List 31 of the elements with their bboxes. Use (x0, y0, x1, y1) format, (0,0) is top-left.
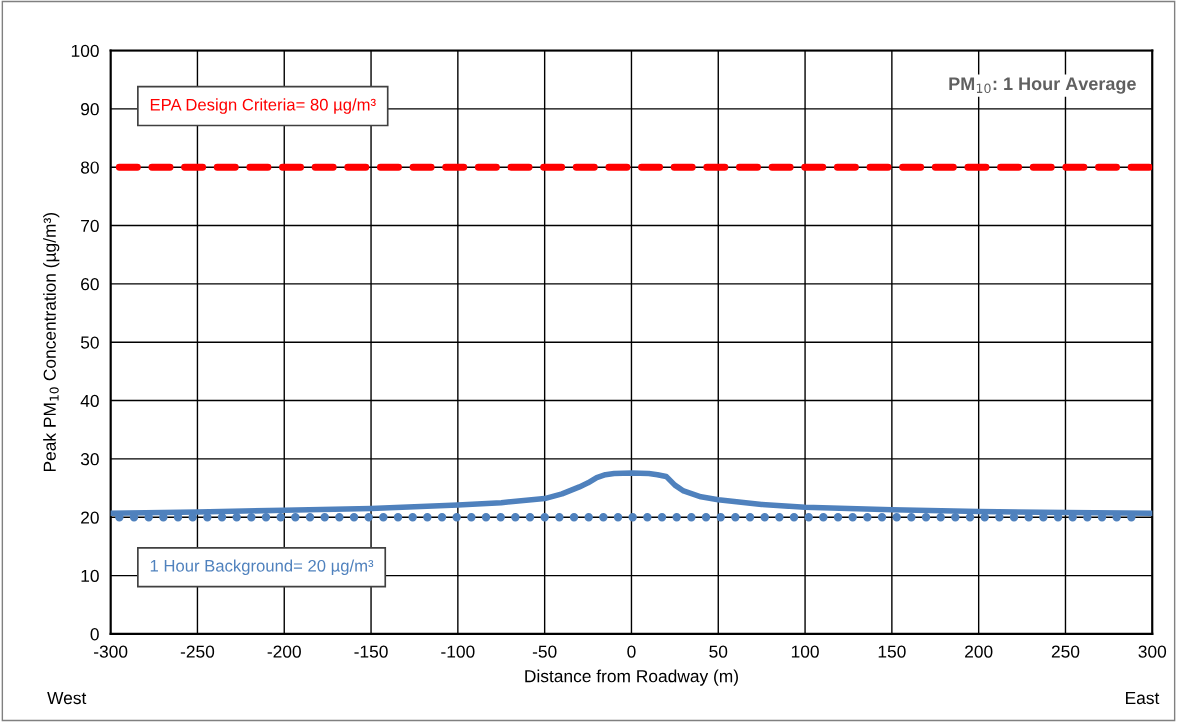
text: East (1126, 692, 1160, 705)
y-tick-label: 70 (81, 219, 99, 233)
y-tick-label: 20 (81, 511, 99, 524)
y-tick-label: 10 (81, 569, 99, 583)
y-tick-label: 90 (81, 103, 99, 116)
x-tick-label: -150 (354, 645, 388, 658)
x-tick-label: 250 (1051, 645, 1080, 658)
y-tick-label: 80 (80, 161, 99, 174)
text: West (47, 692, 87, 705)
x-tick-label: -200 (267, 645, 301, 658)
x-axis-title: Distance from Roadway (m) (525, 669, 738, 686)
y-axis-title: Peak PM$_{10}$ Concentration (µg/m³) (43, 213, 60, 472)
x-tick-label: -300 (94, 645, 128, 658)
ref-line-label: EPA Design Criteria= 80 µg/m³ (150, 98, 376, 114)
x-tick-label: 300 (1138, 645, 1167, 658)
ref-line-label: 1 Hour Background= 20 µg/m³ (150, 559, 374, 576)
text: PM$_{10}$: 1 Hour Average (949, 77, 1136, 94)
x-tick-label: 100 (791, 645, 819, 658)
x-tick-label: -100 (441, 645, 475, 658)
x-tick-label: 0 (627, 645, 636, 658)
y-tick-label: 30 (80, 453, 99, 466)
y-tick-label: 40 (80, 394, 99, 408)
x-tick-label: -50 (532, 645, 557, 658)
y-tick-label: 100 (71, 44, 99, 57)
y-tick-label: 60 (81, 278, 99, 291)
y-tick-label: 0 (90, 628, 99, 641)
x-tick-label: 200 (965, 645, 993, 658)
x-tick-label: -250 (180, 645, 215, 658)
x-tick-label: 150 (878, 645, 906, 658)
y-tick-label: 50 (80, 336, 99, 349)
x-tick-label: 50 (709, 645, 728, 658)
